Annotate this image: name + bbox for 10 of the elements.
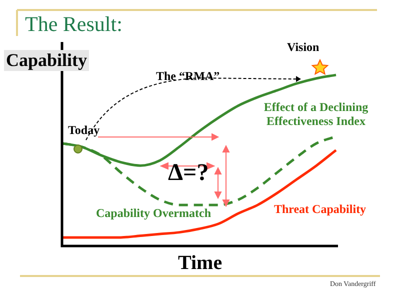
text: Effect of a Declining Effectiveness Index xyxy=(262,100,370,129)
series-label: Threat Capability xyxy=(272,202,368,216)
annotation: Today xyxy=(68,123,100,138)
annotation: Δ=? xyxy=(168,160,209,186)
annotation: Capability Overmatch xyxy=(96,206,211,220)
x-axis-title: Time xyxy=(178,252,222,275)
text: Vision xyxy=(287,40,320,54)
chart-title: The Result: xyxy=(25,12,122,37)
annotation: The “RMA” xyxy=(156,69,220,84)
y-axis-title: Capability xyxy=(4,50,90,71)
